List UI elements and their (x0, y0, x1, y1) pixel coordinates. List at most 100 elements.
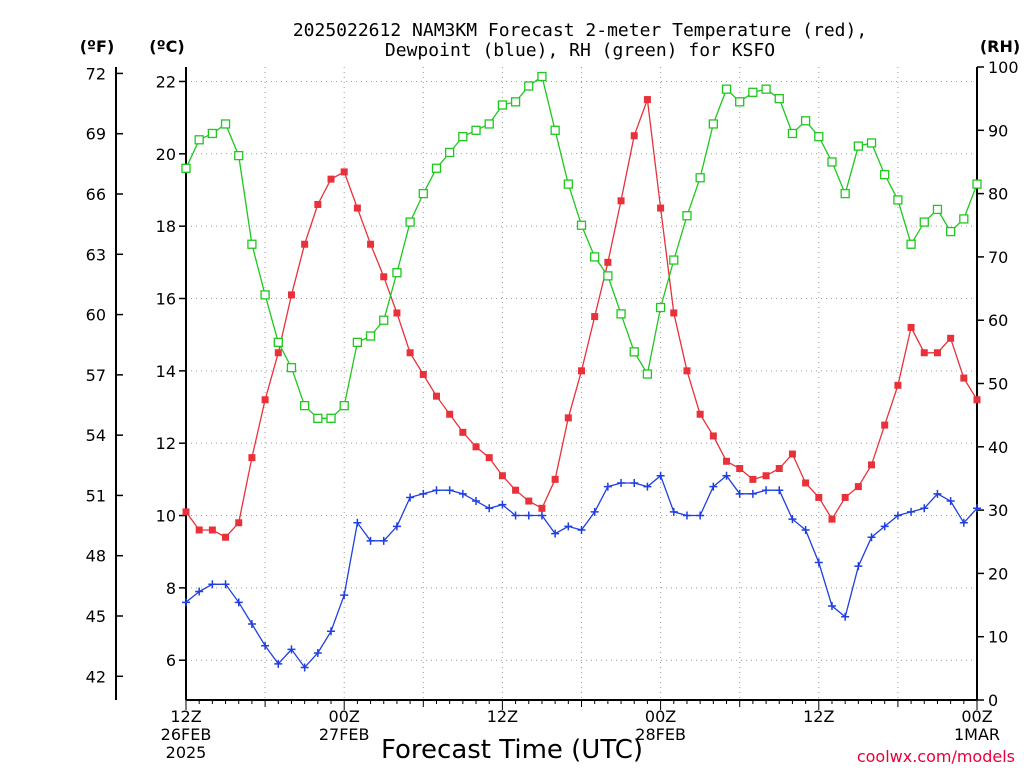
temperature-point (327, 175, 335, 183)
temperature-point (802, 479, 810, 487)
temperature-point (512, 486, 520, 494)
dewpoint-point (577, 525, 586, 534)
temperature-point (432, 392, 440, 400)
temperature-point (723, 457, 731, 465)
rh-point (945, 226, 956, 237)
rh-tick-label: 30 (988, 501, 1008, 520)
temperature-point (604, 258, 612, 266)
chart-title-line-2: Dewpoint (blue), RH (green) for KSFO (385, 40, 775, 61)
dewpoint-point (366, 536, 375, 545)
dewpoint-point (867, 533, 876, 542)
dewpoint-point (775, 486, 784, 495)
dewpoint-point (208, 580, 217, 589)
rh-point (392, 268, 402, 278)
dewpoint-point (564, 522, 573, 531)
temperature-point (182, 508, 190, 516)
x-tick-label: 26FEB (161, 725, 212, 744)
rh-point (220, 119, 231, 129)
fahrenheit-tick-label: 54 (86, 426, 106, 445)
temperature-point (314, 200, 322, 208)
tick-labels: 6 8 10 12 14 16 18 20 22 42 45 48 51 54 57 60 63 66 69 72 0 1… (86, 58, 1019, 762)
x-tick-label: 12Z (803, 707, 834, 726)
rh-point (972, 179, 982, 189)
dewpoint-point (485, 504, 494, 513)
temperature-point (749, 475, 757, 483)
rh-point (880, 169, 890, 180)
temperature-point (973, 396, 981, 404)
temperature-point (657, 204, 665, 212)
rh-point (827, 157, 837, 167)
gridlines (186, 67, 977, 700)
temperature-point (498, 472, 506, 480)
celsius-tick-label: 6 (166, 651, 176, 670)
dewpoint-point (498, 500, 507, 509)
rh-point (365, 331, 376, 341)
rh-point (234, 150, 244, 161)
fahrenheit-tick-label: 45 (86, 607, 106, 626)
temperature-point (933, 349, 941, 357)
rh-point (655, 302, 666, 313)
rh-point (576, 220, 587, 230)
rh-series (181, 71, 982, 423)
dewpoint-line (185, 474, 978, 669)
dewpoint-point (419, 489, 428, 498)
dewpoint-point (313, 648, 322, 657)
dewpoint-point (854, 562, 863, 571)
dewpoint-point (221, 580, 230, 589)
rh-point (721, 84, 732, 94)
rh-point (590, 252, 600, 262)
rh-point (458, 131, 468, 142)
dewpoint-point (801, 525, 810, 534)
temperature-point (630, 132, 638, 140)
temperature-point (564, 414, 572, 422)
temperature-point (459, 428, 467, 436)
temperature-point (235, 519, 243, 527)
rh-unit-label: (RH) (980, 37, 1020, 56)
rh-tick-label: 100 (988, 58, 1019, 77)
dewpoint-point (788, 515, 797, 524)
rh-point (893, 195, 903, 205)
rh-point (629, 347, 639, 357)
rh-point (260, 290, 270, 300)
dewpoint-point (973, 504, 981, 513)
dewpoint-point (920, 504, 929, 513)
dewpoint-point (432, 486, 441, 495)
celsius-tick-label: 16 (156, 289, 176, 308)
dewpoint-point (551, 529, 560, 538)
dewpoint-point (748, 489, 757, 498)
temperature-point (353, 204, 361, 212)
x-tick-label: 12Z (487, 707, 518, 726)
x-tick-label: 27FEB (319, 725, 370, 744)
temperature-point (696, 410, 704, 418)
rh-point (497, 100, 508, 110)
fahrenheit-tick-label: 63 (86, 245, 106, 264)
temperature-point (788, 450, 796, 458)
temperature-point (709, 432, 717, 440)
rh-point (642, 369, 653, 379)
dewpoint-point (327, 627, 336, 636)
dewpoint-series (182, 471, 981, 672)
rh-point (537, 71, 547, 82)
celsius-tick-label: 20 (156, 145, 176, 164)
dewpoint-point (511, 511, 520, 520)
temperature-point (301, 240, 309, 248)
rh-point (286, 363, 297, 373)
rh-point (431, 163, 442, 173)
rh-point (563, 179, 573, 189)
dewpoint-point (643, 482, 652, 491)
rh-tick-label: 40 (988, 438, 1008, 457)
temperature-point (261, 396, 269, 404)
temperature-point (762, 472, 770, 480)
rh-point (761, 84, 771, 94)
dewpoint-point (933, 489, 942, 498)
temperature-point (815, 493, 823, 501)
rh-point (445, 147, 455, 158)
rh-point (194, 135, 204, 145)
temperature-point (538, 504, 546, 512)
temperature-point (643, 96, 651, 104)
dewpoint-point (669, 507, 678, 516)
dewpoint-point (182, 598, 190, 607)
rh-point (510, 97, 521, 107)
temperature-point (854, 483, 862, 491)
dewpoint-point (709, 482, 718, 491)
